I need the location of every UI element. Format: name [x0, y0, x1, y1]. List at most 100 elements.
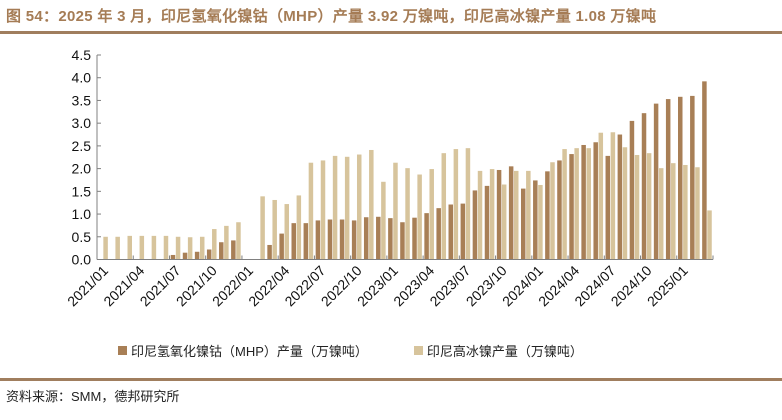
bar-matte: [272, 199, 277, 260]
bar-mhp: [194, 251, 200, 260]
bar-mhp: [448, 204, 454, 260]
bar-matte: [199, 236, 205, 260]
bar-mhp: [400, 222, 405, 260]
y-tick-label: 3.5: [72, 92, 92, 108]
bar-mhp: [182, 252, 188, 260]
bar-mhp: [460, 203, 466, 260]
bar-mhp: [339, 219, 345, 260]
bar-mhp: [472, 190, 478, 260]
bar-mhp: [424, 213, 429, 260]
bar-matte: [151, 235, 157, 260]
bar-matte: [671, 163, 676, 260]
bar-matte: [224, 225, 229, 260]
legend: 印尼氢氧化镍钴（MHP）产量（万镍吨） 印尼高冰镍产量（万镍吨）: [118, 341, 583, 360]
y-tick-label: 1.0: [72, 206, 92, 222]
bar-matte: [574, 148, 579, 260]
source-note: 资料来源：SMM，德邦研究所: [6, 389, 180, 404]
bar-mhp: [388, 218, 393, 260]
legend-item-mhp: 印尼氢氧化镍钴（MHP）产量（万镍吨）: [118, 341, 368, 360]
y-tick-label: 4.0: [72, 70, 92, 86]
x-axis: 2021/012021/042021/072021/102022/012022/…: [64, 255, 714, 309]
x-tick-label: 2025/01: [644, 262, 691, 309]
bar-matte: [441, 153, 447, 260]
bar-matte: [175, 236, 181, 260]
bar-mhp: [363, 217, 369, 260]
bar-matte: [610, 132, 616, 260]
bar-matte: [381, 181, 386, 260]
bar-mhp: [436, 208, 441, 260]
y-tick-label: 4.5: [72, 47, 92, 63]
bar-mhp: [557, 160, 562, 260]
bar-mhp: [351, 220, 357, 260]
bar-mhp: [545, 171, 550, 260]
bar-matte: [514, 170, 519, 260]
bar-matte: [163, 235, 169, 260]
legend-label-mhp: 印尼氢氧化镍钴（MHP）产量（万镍吨）: [131, 344, 368, 359]
bar-matte: [477, 170, 483, 260]
bar-matte: [344, 156, 350, 260]
bar-mhp: [617, 134, 623, 260]
bar-matte: [139, 235, 145, 260]
y-axis: 0.0 0.5 1.0 1.5 2.0 2.5 3.0 3.5 4.0 4.5: [72, 47, 101, 268]
bar-matte: [187, 237, 193, 260]
bar-matte: [634, 154, 640, 260]
bar-mhp: [629, 120, 635, 260]
bar-matte: [115, 236, 120, 260]
title-divider: [0, 31, 782, 34]
bar-matte: [260, 196, 265, 260]
bar-matte: [429, 169, 434, 260]
bar-chart: 0.0 0.5 1.0 1.5 2.0 2.5 3.0 3.5 4.0 4.5 2021/0120…: [64, 47, 714, 309]
y-tick-label: 0.5: [72, 229, 92, 245]
bar-mhp: [412, 217, 417, 260]
bar-mhp: [303, 223, 309, 260]
bar-mhp: [702, 81, 707, 260]
bar-matte: [453, 149, 459, 260]
bar-matte: [695, 167, 700, 260]
y-tick-label: 2.0: [72, 161, 92, 177]
bar-mhp: [315, 220, 321, 260]
bar-mhp: [533, 180, 538, 260]
bar-mhp: [279, 233, 284, 260]
bar-mhp: [569, 154, 574, 260]
bar-mhp: [690, 95, 695, 260]
bar-matte: [550, 162, 555, 260]
bar-matte: [393, 162, 398, 260]
bar-mhp: [665, 99, 671, 260]
legend-item-matte: 印尼高冰镍产量（万镍吨）: [413, 341, 583, 360]
bar-mhp: [520, 188, 526, 260]
chart-title: 图 54：2025 年 3 月，印尼氢氧化镍钴（MHP）产量 3.92 万镍吨，…: [6, 8, 657, 25]
legend-label-matte: 印尼高冰镍产量（万镍吨）: [426, 344, 583, 359]
bar-mhp: [581, 144, 586, 260]
bar-matte: [683, 164, 688, 260]
bar-mhp: [206, 249, 212, 260]
bar-matte: [538, 184, 543, 260]
bar-matte: [489, 169, 495, 260]
bar-matte: [526, 170, 531, 260]
bar-matte: [332, 155, 338, 260]
bar-mhp: [291, 223, 296, 260]
bar-matte: [707, 210, 712, 260]
y-tick-label: 1.5: [72, 183, 92, 199]
y-tick-label: 0.0: [72, 252, 92, 268]
bars: [103, 81, 712, 260]
bar-matte: [562, 149, 567, 260]
bar-mhp: [267, 244, 272, 260]
bar-matte: [586, 148, 591, 260]
y-tick-label: 3.0: [72, 115, 92, 131]
bar-mhp: [678, 96, 683, 260]
bar-mhp: [231, 240, 236, 260]
bar-mhp: [376, 216, 381, 260]
source-divider: [0, 378, 782, 381]
bar-matte: [356, 154, 362, 260]
bar-matte: [212, 229, 217, 260]
bar-mhp: [653, 103, 659, 260]
bar-matte: [296, 195, 302, 260]
bar-matte: [598, 132, 604, 260]
bar-matte: [236, 222, 241, 260]
bar-matte: [405, 168, 410, 260]
legend-swatch-matte: [413, 346, 423, 355]
bar-matte: [103, 236, 108, 260]
bar-mhp: [327, 219, 333, 260]
bar-mhp: [605, 155, 611, 260]
bar-mhp: [219, 242, 224, 260]
